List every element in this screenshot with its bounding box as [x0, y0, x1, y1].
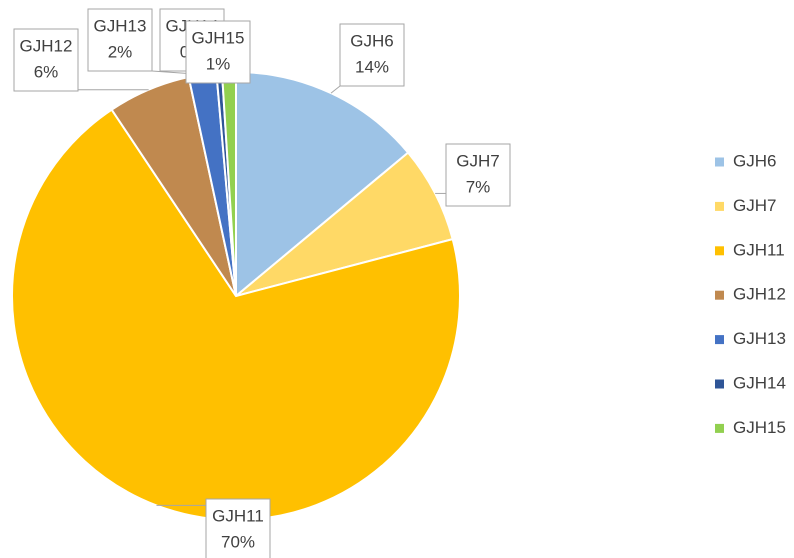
legend: GJH6 GJH7 GJH11 GJH12 GJH13 GJH14 GJH15	[715, 151, 786, 437]
label-value: 70%	[221, 532, 255, 551]
label-box	[185, 20, 251, 84]
legend-swatch	[715, 157, 724, 167]
legend-swatch	[715, 290, 724, 300]
label-value: 2%	[108, 42, 133, 61]
label-box	[205, 498, 271, 558]
label-name: GJH6	[350, 31, 393, 50]
legend-label: GJH7	[733, 196, 776, 215]
label-name: GJH11	[212, 506, 264, 525]
label-name: GJH7	[456, 151, 499, 170]
data-labels: GJH614%GJH77%GJH1170%GJH126%GJH132%GJH14…	[13, 8, 511, 558]
label-value: 14%	[355, 57, 389, 76]
legend-label: GJH12	[733, 285, 786, 304]
legend-label: GJH11	[733, 240, 785, 259]
legend-swatch	[715, 201, 724, 211]
label-value: 1%	[206, 54, 231, 73]
label-name: GJH15	[192, 28, 245, 47]
legend-swatch	[715, 335, 724, 345]
legend-swatch	[715, 379, 724, 389]
label-value: 6%	[34, 62, 59, 81]
legend-label: GJH13	[733, 329, 786, 348]
label-box	[87, 8, 153, 72]
legend-swatch	[715, 246, 724, 256]
legend-swatch	[715, 423, 724, 433]
legend-label: GJH15	[733, 418, 786, 437]
label-box	[445, 143, 511, 207]
legend-label: GJH14	[733, 373, 786, 392]
label-box	[339, 23, 405, 87]
label-name: GJH13	[94, 16, 147, 35]
label-value: 7%	[466, 177, 491, 196]
pie	[11, 70, 461, 521]
leader-line	[330, 85, 341, 94]
label-name: GJH12	[20, 36, 73, 55]
legend-label: GJH6	[733, 151, 776, 170]
label-box	[13, 28, 79, 92]
